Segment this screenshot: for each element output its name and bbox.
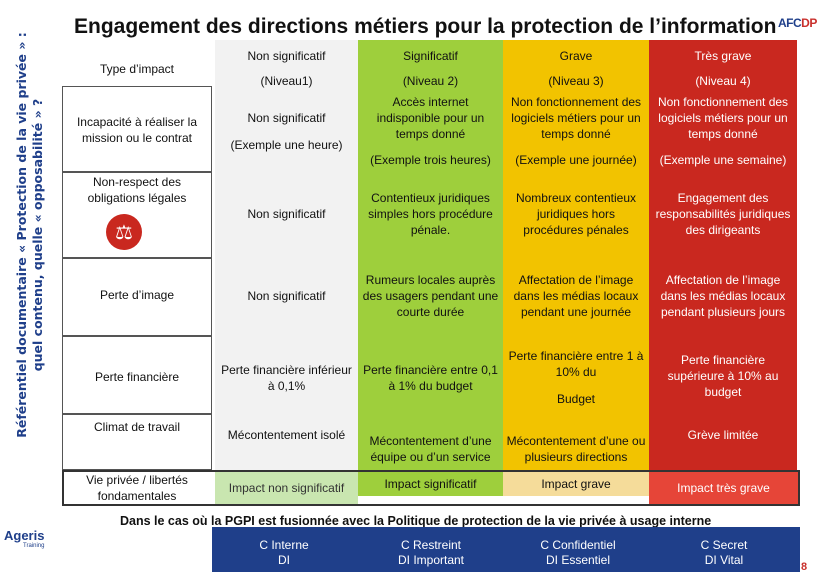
col-header-2: Significatif — [403, 49, 458, 63]
cell-r2-c2: Contentieux juridiques simples hors proc… — [368, 191, 493, 237]
legend-bar — [212, 527, 800, 572]
cell-r1-c1: Non significatif — [247, 111, 326, 125]
row-label-6: Vie privée / libertés fondamentales — [86, 473, 188, 503]
row-label-5: Climat de travail — [93, 420, 181, 434]
cell-r5-c3: Mécontentement d’une ou plusieurs direct… — [506, 434, 646, 464]
row-label-3: Perte d’image — [99, 288, 175, 302]
row-label-1: Incapacité à réaliser la mission ou le c… — [76, 115, 198, 145]
row-label-2: Non-respect des obligations légales — [87, 175, 187, 205]
cell-r6-c4: Impact très grave — [649, 472, 798, 504]
side-title-line2: quel contenu, quelle « opposabilité » ? — [30, 98, 45, 372]
type-header: Type d’impact — [99, 62, 175, 76]
fusion-note: Dans le cas où la PGPI est fusionnée ave… — [120, 514, 712, 528]
cell-r6-c2: Impact significatif — [358, 472, 503, 496]
cell-r1-c2: Accès internet indisponible pour un temp… — [376, 95, 485, 141]
cell-r5-c2: Mécontentement d’une équipe ou d’un serv… — [369, 434, 492, 464]
col-level-3: (Niveau 3) — [548, 74, 604, 88]
cell-r3-c1: Non significatif — [247, 289, 326, 303]
col-header-3: Grave — [559, 49, 593, 63]
legend-item-2: C Restreint DI Important — [397, 538, 465, 567]
cell-r6-c1: Impact non significatif — [215, 472, 358, 504]
cell-r6-c3: Impact grave — [503, 472, 649, 496]
column-bg-1 — [215, 40, 358, 470]
side-title-line1: Référentiel documentaire « Protection de… — [14, 32, 29, 438]
row-label-4: Perte financière — [94, 370, 180, 384]
bottom-row-frame — [62, 470, 800, 506]
cell-r4-c1: Perte financière inférieur à 0,1% — [221, 363, 352, 393]
legend-item-3: C Confidentiel DI Essentiel — [540, 538, 616, 567]
row-label-box-3 — [62, 258, 212, 336]
column-bg-3 — [503, 40, 649, 470]
afcdp-logo: AFCDP — [778, 16, 817, 30]
row-label-box-2 — [62, 172, 212, 258]
row-label-box-4 — [62, 336, 212, 414]
cell-r5-c4: Grève limitée — [687, 428, 759, 442]
legend-item-4: C Secret DI Vital — [700, 538, 748, 567]
col-header-1: Non significatif — [247, 49, 326, 63]
cell-r2-c4: Engagement des responsabilités juridique… — [655, 191, 791, 237]
cell-r3-c4: Affectation de l’image dans les médias l… — [660, 273, 786, 319]
cell-r4-c3: Perte financière entre 1 à 10% du — [508, 349, 644, 379]
cell-r1-c3: Non fonctionnement des logiciels métiers… — [510, 95, 642, 141]
example-r1-c3: (Exemple une journée) — [515, 153, 637, 167]
cell-r5-c1: Mécontentement isolé — [227, 428, 346, 442]
legend-item-1: C Interne DI — [259, 538, 309, 567]
cell-r2-c3: Nombreux contentieux juridiques hors pro… — [515, 191, 637, 237]
col-header-4: Très grave — [694, 49, 752, 63]
page-number: 8 — [801, 561, 808, 573]
cell-r3-c2: Rumeurs locales auprès des usagers penda… — [362, 273, 499, 319]
cell-r1-c4: Non fonctionnement des logiciels métiers… — [657, 95, 789, 141]
col-level-1: (Niveau1) — [260, 74, 313, 88]
cell-r2-c1: Non significatif — [247, 207, 326, 221]
example-r1-c1: (Exemple une heure) — [230, 138, 343, 152]
column-bg-4 — [649, 40, 797, 470]
cell-r4-c3-budget: Budget — [556, 392, 596, 406]
cell-r4-c2: Perte financière entre 0,1 à 1% du budge… — [363, 363, 498, 393]
page-title: Engagement des directions métiers pour l… — [74, 15, 777, 38]
col-level-2: (Niveau 2) — [402, 74, 459, 88]
example-r1-c2: (Exemple trois heures) — [370, 153, 491, 167]
row-label-box-1 — [62, 86, 212, 172]
scales-icon: ⚖ — [106, 214, 142, 250]
ageris-logo: Ageris Training — [4, 528, 45, 549]
col-level-4: (Niveau 4) — [695, 74, 751, 88]
cell-r3-c3: Affectation de l’image dans les médias l… — [513, 273, 639, 319]
column-bg-2 — [358, 40, 503, 470]
cell-r4-c4: Perte financière supérieure à 10% au bud… — [667, 353, 779, 399]
example-r1-c4: (Exemple une semaine) — [659, 153, 787, 167]
side-title: Référentiel documentaire « Protection de… — [0, 0, 60, 470]
row-label-box-5 — [62, 414, 212, 470]
